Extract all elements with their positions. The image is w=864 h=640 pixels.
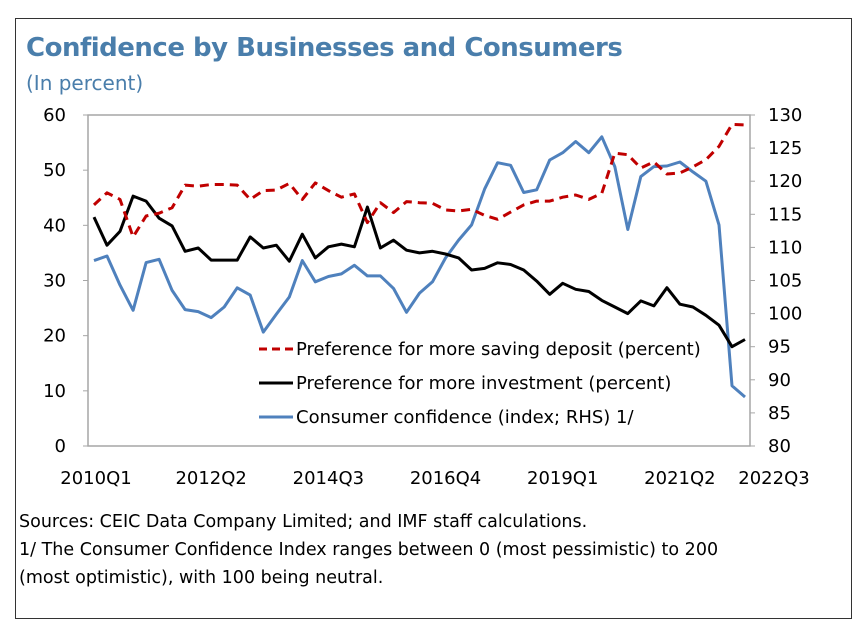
x-tick-label: 2010Q1: [60, 468, 131, 489]
right-tick-label: 85: [768, 403, 791, 424]
series-lines: [92, 122, 746, 399]
right-tick-label: 110: [768, 237, 802, 258]
legend-label: Consumer confidence (index; RHS) 1/: [296, 407, 634, 428]
chart-title: Confidence by Businesses and Consumers: [26, 33, 623, 63]
left-tick-label: 10: [43, 381, 66, 402]
left-tick-label: 30: [43, 271, 66, 292]
figure-frame: [15, 18, 852, 619]
x-tick-label: 2014Q3: [293, 468, 364, 489]
series-line-0: [92, 122, 746, 239]
x-tick-label: 2021Q2: [644, 468, 715, 489]
footnote-sources: Sources: CEIC Data Company Limited; and …: [19, 512, 588, 532]
left-tick-label: 60: [43, 105, 66, 126]
right-tick-label: 95: [768, 337, 791, 358]
legend: Preference for more saving deposit (perc…: [259, 339, 701, 428]
left-tick-label: 40: [43, 215, 66, 236]
x-tick-label: 2019Q1: [527, 468, 598, 489]
x-tick-label: 2016Q4: [410, 468, 481, 489]
x-tick-label: 2012Q2: [175, 468, 246, 489]
left-axis: 0 10 20 30 40 50 60: [43, 105, 88, 457]
right-tick-label: 130: [768, 105, 802, 126]
right-tick-label: 80: [768, 436, 791, 457]
right-tick-label: 125: [768, 138, 802, 159]
footnote-1-cont: (most optimistic), with 100 being neutra…: [19, 568, 384, 588]
chart-subtitle: (In percent): [26, 71, 144, 95]
x-axis: 2010Q1 2012Q2 2014Q3 2016Q4 2019Q1 2021Q2 2022…: [60, 468, 809, 489]
right-tick-label: 90: [768, 370, 791, 391]
plot-area: [87, 114, 751, 447]
x-tick-label: 2022Q3: [738, 468, 809, 489]
left-tick-label: 50: [43, 160, 66, 181]
right-axis: 80 85 90 95 100 105 110 115 120 125 130: [750, 105, 802, 457]
left-tick-label: 20: [43, 326, 66, 347]
right-tick-label: 120: [768, 171, 802, 192]
series-line-1: [92, 194, 746, 349]
legend-label: Preference for more saving deposit (perc…: [296, 339, 701, 360]
legend-label: Preference for more investment (percent): [296, 373, 671, 394]
right-tick-label: 100: [768, 304, 802, 325]
footnote-1: 1/ The Consumer Confidence Index ranges …: [19, 540, 719, 560]
right-tick-label: 105: [768, 271, 802, 292]
right-tick-label: 115: [768, 204, 802, 225]
left-tick-label: 0: [55, 436, 66, 457]
